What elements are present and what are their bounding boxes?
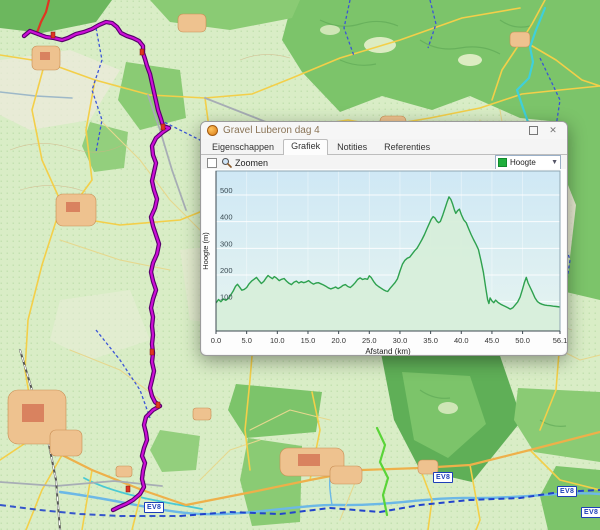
svg-text:45.0: 45.0 [485, 336, 500, 345]
maximize-button[interactable] [525, 124, 541, 137]
series-dropdown-value: Hoogte [510, 158, 536, 167]
svg-text:5.0: 5.0 [241, 336, 251, 345]
maximize-icon [528, 126, 538, 135]
ev8-badge: EV8 [144, 502, 165, 513]
svg-text:500: 500 [220, 186, 233, 195]
svg-text:50.0: 50.0 [515, 336, 530, 345]
zoom-checkbox[interactable] [207, 157, 217, 168]
ev8-badge: EV8 [557, 486, 578, 497]
track-dialog: Gravel Luberon dag 4 ✕ Eigenschappen Gra… [200, 121, 568, 356]
dialog-title: Gravel Luberon dag 4 [223, 125, 320, 136]
series-dropdown[interactable]: Hoogte ▼ [495, 155, 561, 170]
track-icon [207, 125, 218, 136]
svg-text:10.0: 10.0 [270, 336, 285, 345]
svg-text:400: 400 [220, 213, 233, 222]
ev8-badge: EV8 [581, 507, 600, 518]
svg-text:56.1: 56.1 [553, 336, 568, 345]
svg-text:200: 200 [220, 266, 233, 275]
elevation-chart[interactable]: 100 200 300 400 500 0.0 5.0 10.0 15.0 20.0 25.0 30.… [201, 169, 568, 356]
tab-eigenschappen[interactable]: Eigenschappen [212, 142, 275, 152]
chevron-down-icon: ▼ [551, 159, 558, 166]
svg-text:0.0: 0.0 [211, 336, 221, 345]
ev8-badge: EV8 [433, 472, 454, 483]
svg-text:Hoogte (m): Hoogte (m) [202, 232, 210, 270]
svg-text:20.0: 20.0 [331, 336, 346, 345]
cyan-track [515, 6, 547, 124]
svg-text:Afstand (km): Afstand (km) [365, 347, 411, 356]
svg-text:30.0: 30.0 [393, 336, 408, 345]
route-track[interactable] [21, 19, 172, 513]
svg-text:35.0: 35.0 [423, 336, 438, 345]
dialog-titlebar[interactable]: Gravel Luberon dag 4 ✕ [201, 122, 567, 139]
tab-notities[interactable]: Notities [337, 142, 368, 152]
ev8-route [0, 489, 600, 517]
magnifier-icon [221, 157, 232, 168]
tab-referenties[interactable]: Referenties [384, 142, 431, 152]
waypoint-markers[interactable] [50, 31, 166, 493]
svg-text:25.0: 25.0 [362, 336, 377, 345]
svg-text:300: 300 [220, 239, 233, 248]
red-track [34, 0, 51, 36]
svg-text:100: 100 [220, 293, 233, 302]
chart-toolbar: Zoomen Hoogte ▼ [201, 155, 567, 170]
tab-grafiek[interactable]: Grafiek [283, 139, 329, 155]
series-color-swatch [498, 158, 507, 167]
green-track [375, 426, 390, 517]
close-button[interactable]: ✕ [549, 125, 557, 135]
tab-bar: Eigenschappen Grafiek Notities Referenti… [201, 139, 567, 155]
svg-text:40.0: 40.0 [454, 336, 469, 345]
svg-text:15.0: 15.0 [301, 336, 316, 345]
zoom-checkbox-label: Zoomen [235, 157, 269, 168]
